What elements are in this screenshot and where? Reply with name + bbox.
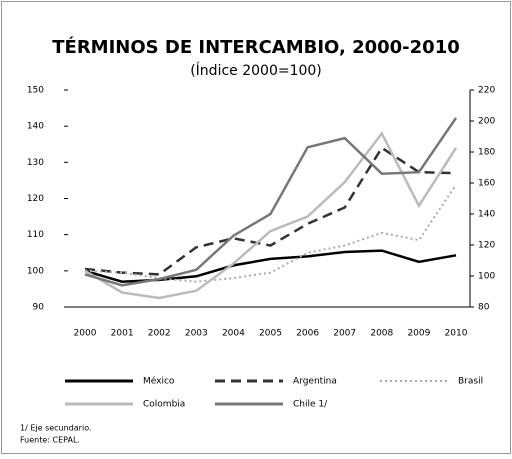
x-tick-label: 2000 [74,329,97,339]
x-tick-label: 2001 [111,329,134,339]
y2-tick-label: 120 [478,241,495,251]
chart-title: TÉRMINOS DE INTERCAMBIO, 2000-2010 [52,36,460,58]
chart-subtitle: (Índice 2000=100) [190,62,322,79]
legend-label: Colombia [143,400,185,410]
y2-tick-label: 180 [478,148,495,158]
x-tick-label: 2010 [445,329,468,339]
x-tick-label: 2005 [259,329,282,339]
series-line [84,131,458,300]
y-tick-label: 100 [27,266,44,276]
legend-label: Brasil [458,377,483,387]
footnote: Fuente: CEPAL. [20,436,80,445]
x-tick-label: 2004 [222,329,245,339]
x-tick-label: 2008 [370,329,393,339]
y2-tick-label: 160 [478,179,495,189]
legend-label: Argentina [293,377,337,387]
y-tick-label: 140 [27,122,44,132]
series-line [84,184,457,283]
y-tick-label: 90 [33,303,45,313]
legend-label: Chile 1/ [293,400,328,410]
y2-tick-label: 80 [478,303,490,313]
series-line [84,117,458,287]
y2-tick-label: 200 [478,117,495,127]
y2-tick-label: 140 [478,210,495,220]
x-tick-label: 2006 [296,329,319,339]
y-tick-label: 130 [27,158,44,168]
series-line [84,146,457,276]
y-tick-label: 110 [27,230,44,240]
x-tick-label: 2003 [185,329,208,339]
y2-tick-label: 100 [478,272,495,282]
legend-label: México [143,376,175,387]
x-tick-label: 2002 [148,329,171,339]
footnote: 1/ Eje secundario. [20,424,92,433]
x-tick-label: 2007 [333,329,356,339]
y-tick-label: 120 [27,194,44,204]
y2-tick-label: 220 [478,86,495,96]
x-tick-label: 2009 [407,329,430,339]
y-tick-label: 150 [27,86,44,96]
